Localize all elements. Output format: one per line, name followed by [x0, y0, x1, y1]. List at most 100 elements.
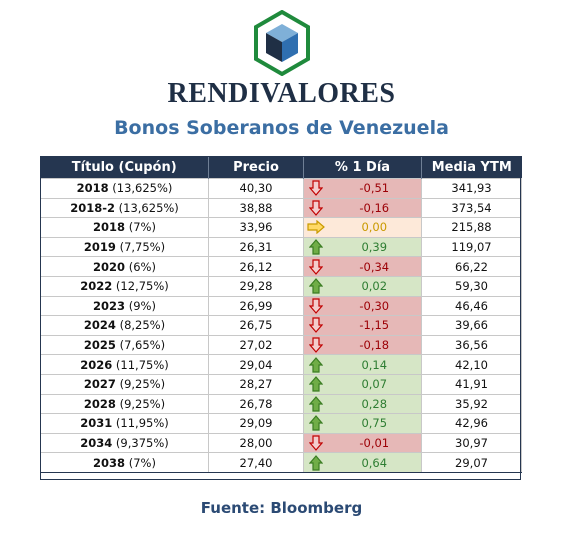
cell-media-ytm: 39,66 — [421, 315, 522, 336]
cell-pct-1-dia: 0,14 — [327, 354, 422, 375]
cell-media-ytm: 41,91 — [421, 373, 522, 395]
bond-year: 2024 — [83, 318, 116, 333]
cell-precio: 28,00 — [208, 432, 304, 454]
cell-media-ytm: 46,46 — [421, 295, 522, 317]
cell-media-ytm: 66,22 — [421, 256, 522, 277]
arrow-down-icon — [303, 256, 328, 277]
cell-precio: 29,28 — [208, 275, 304, 297]
cell-titulo: 2018-2 (13,625%) — [40, 197, 209, 219]
bond-year: 2025 — [83, 338, 116, 353]
pct-value: 0,00 — [361, 220, 388, 235]
header-media-ytm: Media YTM — [421, 156, 522, 179]
table-row: 2034 (9,375%) 28,00 -0,01 30,97 — [40, 432, 522, 454]
arrow-down-icon — [303, 178, 328, 199]
bond-year: 2023 — [93, 298, 126, 313]
table-row: 2026 (11,75%) 29,04 0,14 42,10 — [40, 354, 522, 375]
arrow-up-icon — [303, 452, 328, 473]
cell-precio: 26,31 — [208, 236, 304, 258]
pct-value: -1,15 — [359, 318, 390, 333]
table-row: 2018-2 (13,625%) 38,88 -0,16 373,54 — [40, 197, 522, 219]
bond-coupon: (11,75%) — [112, 357, 169, 372]
cell-titulo: 2023 (9%) — [40, 295, 209, 317]
cell-titulo: 2018 (7%) — [40, 217, 209, 238]
arrow-up-icon — [303, 393, 328, 415]
bonds-table: Título (Cupón) Precio % 1 Día Media YTM … — [40, 156, 522, 473]
bond-year: 2018-2 — [70, 200, 115, 215]
arrow-up-icon — [303, 373, 328, 395]
cell-titulo: 2026 (11,75%) — [40, 354, 209, 375]
arrow-up-icon — [303, 354, 328, 375]
bond-coupon: (7%) — [125, 220, 156, 235]
pct-value: -0,51 — [359, 181, 390, 196]
table-row: 2023 (9%) 26,99 -0,30 46,46 — [40, 295, 522, 317]
cell-precio: 27,40 — [208, 452, 304, 473]
cell-titulo: 2018 (13,625%) — [40, 178, 209, 199]
bond-coupon: (7,75%) — [115, 240, 166, 255]
bond-coupon: (7,65%) — [115, 338, 166, 353]
cell-precio: 38,88 — [208, 197, 304, 219]
cell-pct-1-dia: 0,07 — [327, 373, 422, 395]
cell-precio: 27,02 — [208, 334, 304, 356]
table-row: 2018 (13,625%) 40,30 -0,51 341,93 — [40, 178, 522, 199]
bond-coupon: (9,25%) — [115, 396, 166, 411]
pct-value: -0,16 — [359, 200, 390, 215]
header-precio: Precio — [208, 156, 304, 179]
pct-value: 0,07 — [361, 377, 388, 392]
cell-titulo: 2024 (8,25%) — [40, 315, 209, 336]
table-row: 2025 (7,65%) 27,02 -0,18 36,56 — [40, 334, 522, 356]
bond-coupon: (6%) — [125, 259, 156, 274]
arrow-down-icon — [303, 197, 328, 219]
cell-precio: 26,78 — [208, 393, 304, 415]
table-row: 2028 (9,25%) 26,78 0,28 35,92 — [40, 393, 522, 415]
cell-pct-1-dia: 0,75 — [327, 413, 422, 434]
cell-pct-1-dia: 0,39 — [327, 236, 422, 258]
pct-value: 0,28 — [361, 396, 388, 411]
header-pct-1-dia: % 1 Día — [303, 156, 422, 179]
cell-pct-1-dia: 0,00 — [327, 217, 422, 238]
bond-year: 2019 — [83, 240, 116, 255]
cell-precio: 33,96 — [208, 217, 304, 238]
arrow-down-icon — [303, 315, 328, 336]
cell-pct-1-dia: -1,15 — [327, 315, 422, 336]
cell-media-ytm: 119,07 — [421, 236, 522, 258]
table-row: 2024 (8,25%) 26,75 -1,15 39,66 — [40, 315, 522, 336]
bond-year: 2031 — [80, 416, 113, 431]
bond-year: 2038 — [93, 455, 126, 470]
table-row: 2027 (9,25%) 28,27 0,07 41,91 — [40, 373, 522, 395]
cell-pct-1-dia: -0,18 — [327, 334, 422, 356]
cell-titulo: 2019 (7,75%) — [40, 236, 209, 258]
bond-coupon: (7%) — [125, 455, 156, 470]
cell-pct-1-dia: 0,64 — [327, 452, 422, 473]
cell-pct-1-dia: -0,30 — [327, 295, 422, 317]
cell-titulo: 2038 (7%) — [40, 452, 209, 473]
table-row: 2031 (11,95%) 29,09 0,75 42,96 — [40, 413, 522, 434]
cell-titulo: 2022 (12,75%) — [40, 275, 209, 297]
bond-coupon: (13,625%) — [115, 200, 179, 215]
cell-media-ytm: 30,97 — [421, 432, 522, 454]
pct-value: 0,02 — [361, 279, 388, 294]
bond-coupon: (9,375%) — [112, 436, 169, 451]
bond-coupon: (13,625%) — [108, 181, 173, 196]
cell-titulo: 2027 (9,25%) — [40, 373, 209, 395]
arrow-down-icon — [303, 295, 328, 317]
cell-titulo: 2031 (11,95%) — [40, 413, 209, 434]
bond-year: 2028 — [83, 396, 116, 411]
bond-year: 2020 — [93, 259, 126, 274]
cell-media-ytm: 59,30 — [421, 275, 522, 297]
bond-year: 2018 — [76, 181, 109, 196]
bond-coupon: (12,75%) — [112, 279, 169, 294]
bond-coupon: (9,25%) — [115, 377, 166, 392]
bond-coupon: (11,95%) — [112, 416, 169, 431]
table-row: 2018 (7%) 33,96 0,00 215,88 — [40, 217, 522, 238]
cell-pct-1-dia: -0,34 — [327, 256, 422, 277]
cell-titulo: 2020 (6%) — [40, 256, 209, 277]
bond-year: 2018 — [93, 220, 126, 235]
cell-media-ytm: 36,56 — [421, 334, 522, 356]
arrow-right-icon — [303, 217, 328, 238]
pct-value: -0,30 — [359, 298, 390, 313]
pct-value: 0,75 — [361, 416, 388, 431]
arrow-down-icon — [303, 432, 328, 454]
cell-precio: 26,75 — [208, 315, 304, 336]
pct-value: 0,39 — [361, 240, 388, 255]
cell-media-ytm: 42,96 — [421, 413, 522, 434]
